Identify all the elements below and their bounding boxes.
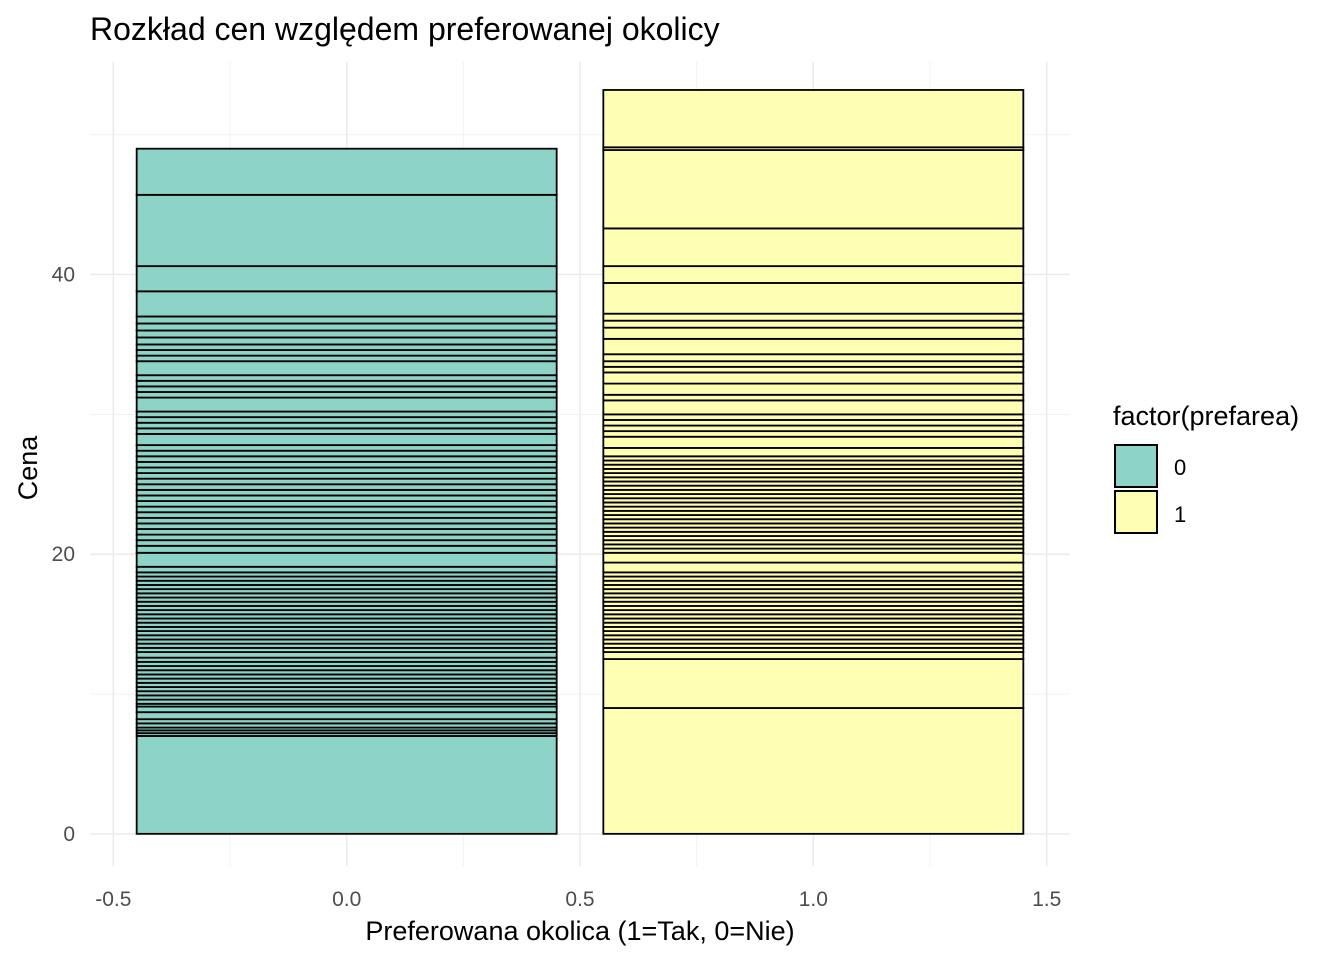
x-tick-label: 1.5 [1032,888,1061,911]
bar-segment-0 [135,193,558,268]
y-axis-ticks: 0 20 40 [52,264,75,846]
bar-segment-1 [602,282,1025,315]
bars [135,89,1025,835]
bar-segment-0 [135,336,558,346]
bar-segment-0 [135,396,558,413]
bar-segment-1 [602,658,1025,709]
x-tick-label: -0.5 [95,888,131,911]
bar-segment-1 [602,149,1025,230]
bar-segment-1 [602,312,1025,322]
legend-swatch-1 [1114,490,1158,534]
bar-segment-1 [602,399,1025,416]
y-axis-label: Cena [13,435,43,501]
bar-segment-1 [602,353,1025,363]
bar-segment-1 [602,319,1025,329]
bar-segment-1 [602,382,1025,396]
y-tick-label: 0 [63,823,75,846]
bar-segment-0 [135,551,558,568]
bar-segment-1 [602,265,1025,284]
x-tick-label: 1.0 [799,888,828,911]
bar-segment-0 [135,315,558,325]
legend-label-0: 0 [1174,455,1186,480]
bar-segment-0 [135,360,558,377]
y-tick-label: 20 [52,543,75,566]
bar-segment-1 [602,561,1025,574]
bar-segment-1 [602,227,1025,268]
legend-label-1: 1 [1174,502,1186,527]
bar-segment-0 [135,433,558,447]
bar-segment-0 [135,290,558,318]
y-tick-label: 40 [52,264,75,287]
bar-segment-1 [602,337,1025,356]
bar-segment-0 [135,544,558,554]
bar-segment-1 [602,435,1025,449]
bar-segment-0 [135,265,558,293]
legend: factor(prefarea) 0 1 [1113,401,1299,534]
chart-title: Rozkład cen względem preferowanej okolic… [90,11,720,47]
bar-segment-1 [602,707,1025,835]
bar-segment-0 [135,735,558,835]
bar-segment-0 [135,147,558,196]
x-tick-label: 0.0 [332,888,361,911]
bar-segment-0 [135,329,558,339]
bar-segment-1 [602,89,1025,149]
x-axis-ticks: -0.5 0.0 0.5 1.0 1.5 [95,888,1061,911]
bar-segment-0 [135,711,558,721]
bar-segment-1 [602,651,1025,660]
bar-segment-1 [602,371,1025,385]
bar-segment-0 [135,322,558,332]
x-tick-label: 0.5 [565,888,594,911]
x-axis-label: Preferowana okolica (1=Tak, 0=Nie) [365,916,794,946]
legend-swatch-0 [1114,444,1158,488]
bar-segment-1 [602,447,1025,458]
bar-segment-1 [602,551,1025,564]
bar-segment-1 [602,326,1025,340]
legend-title: factor(prefarea) [1113,401,1299,431]
